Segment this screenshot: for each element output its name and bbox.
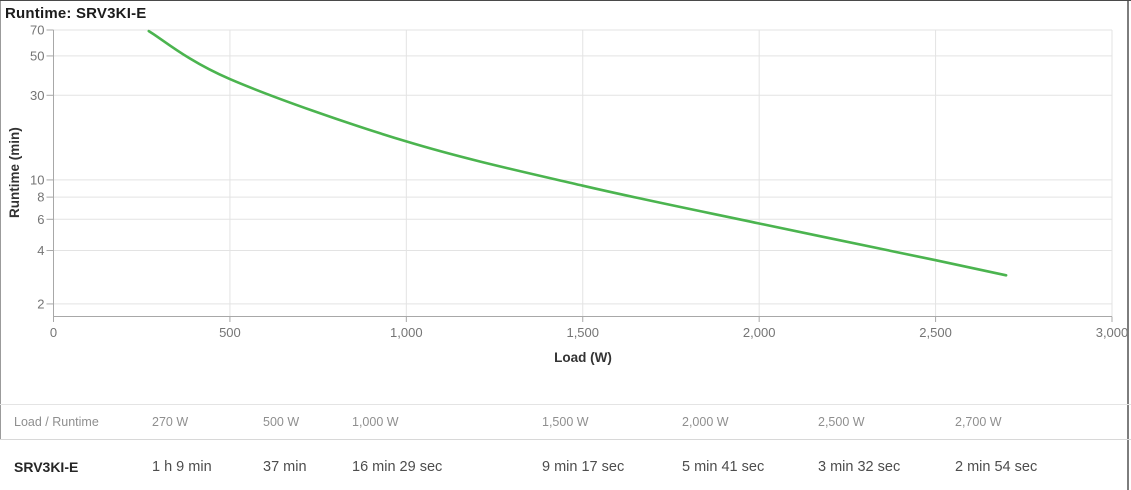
runtime-chart: 70 50 30 10 8 6 4 20 500 1,000 1,500 2,000 2,500 3,00…	[30, 23, 1129, 341]
runtime-value-cell: 2 min 54 sec	[955, 458, 1038, 475]
load-header-cell: 1,500 W	[542, 415, 589, 429]
x-tick-label: 3,000	[1096, 325, 1129, 340]
y-tick-label: 30	[30, 88, 44, 103]
table-header-row: Load / Runtime 270 W 500 W 1,000 W 1,500 W 2…	[0, 404, 1131, 440]
x-tick-label: 1,000	[390, 325, 423, 340]
y-tick-label: 4	[37, 243, 44, 258]
row-label-cell: SRV3KI-E	[14, 458, 79, 475]
y-tick-label: 50	[30, 48, 44, 63]
x-tick-label: 2,500	[919, 325, 952, 340]
load-header-cell: 2,700 W	[955, 415, 1002, 429]
y-tick-label: 2	[37, 296, 44, 311]
load-header-cell: 2,000 W	[682, 415, 729, 429]
runtime-value-cell: 5 min 41 sec	[682, 458, 765, 475]
runtime-value-cell: 9 min 17 sec	[542, 458, 625, 475]
runtime-value-cell: 16 min 29 sec	[352, 458, 443, 475]
table-data-row: SRV3KI-E 1 h 9 min 37 min 16 min 29 sec 9 m…	[0, 440, 1131, 490]
y-tick-label: 10	[30, 172, 44, 187]
runtime-table: Load / Runtime 270 W 500 W 1,000 W 1,500 W 2…	[0, 404, 1131, 490]
y-tick-label: 6	[37, 212, 44, 227]
x-tick-label: 0	[50, 325, 57, 340]
x-tick-label: 2,000	[743, 325, 776, 340]
x-axis-title: Load (W)	[554, 350, 612, 365]
y-tick-label: 70	[30, 23, 44, 38]
load-header-cell: 1,000 W	[352, 415, 399, 429]
chart-title: Runtime: SRV3KI-E	[5, 5, 147, 22]
x-tick-label: 1,500	[566, 325, 599, 340]
table-corner-cell: Load / Runtime	[14, 415, 99, 429]
runtime-value-cell: 1 h 9 min	[152, 458, 212, 475]
load-header-cell: 270 W	[152, 415, 189, 429]
runtime-curve	[147, 29, 1008, 277]
x-tick-label: 500	[219, 325, 241, 340]
runtime-value-cell: 37 min	[263, 458, 307, 475]
y-tick-label: 8	[37, 190, 44, 205]
widget-left-border	[0, 1, 1, 439]
widget-right-border	[1127, 1, 1129, 490]
load-header-cell: 500 W	[263, 415, 300, 429]
load-header-cell: 2,500 W	[818, 415, 865, 429]
runtime-value-cell: 3 min 32 sec	[818, 458, 901, 475]
